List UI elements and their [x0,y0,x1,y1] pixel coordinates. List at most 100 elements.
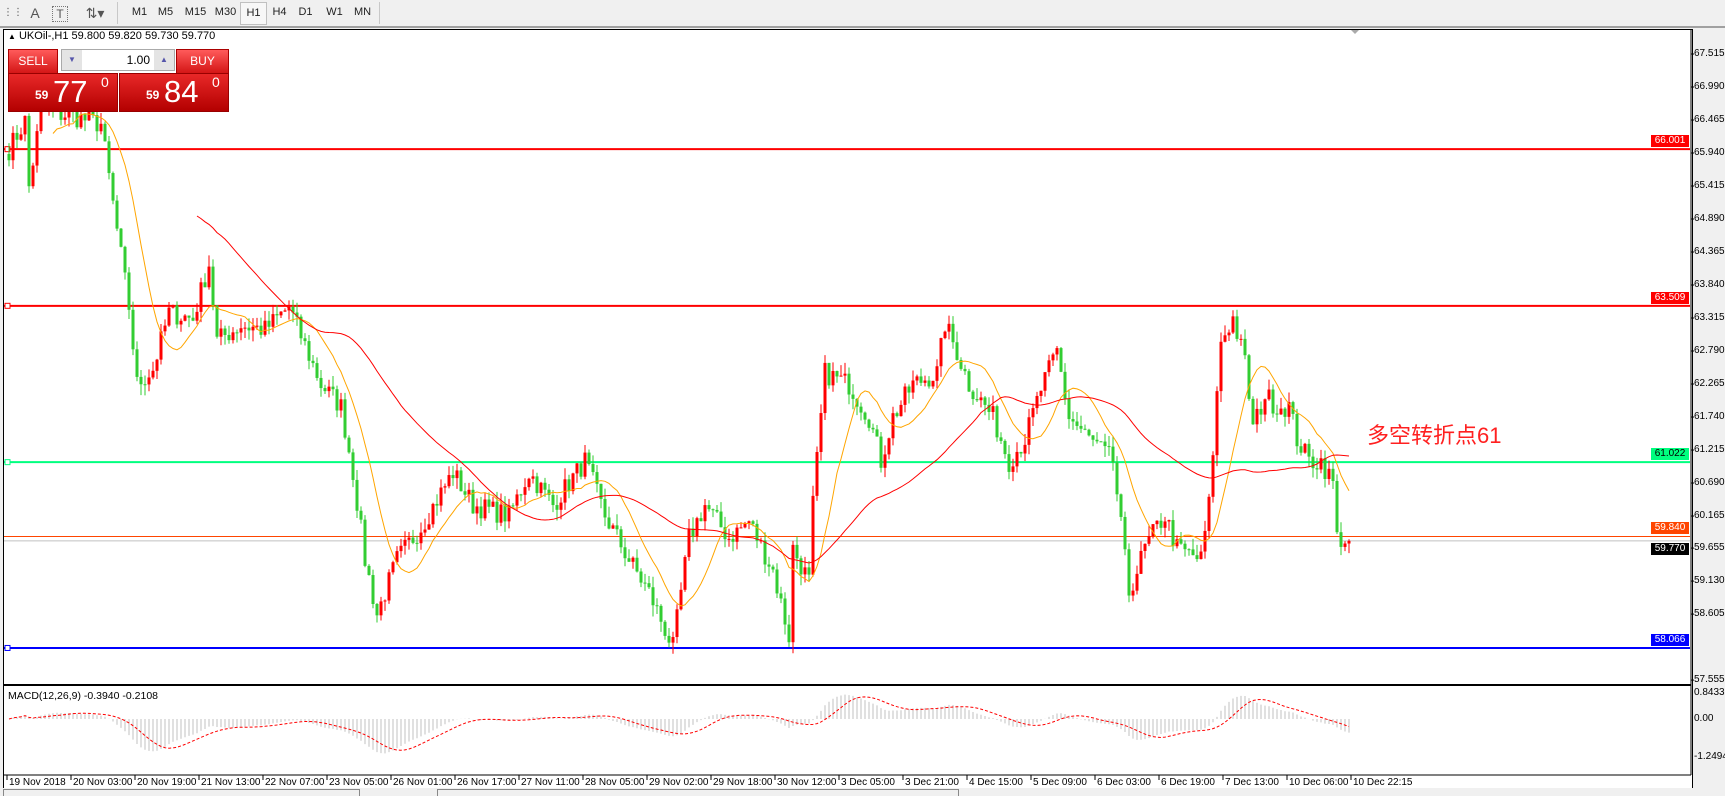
candle-body [475,506,479,514]
candle-body [711,509,715,511]
candle-body [587,452,591,465]
time-tick-label: 29 Nov 18:00 [713,777,773,788]
candle-body [175,305,179,325]
candle-body [1171,520,1175,547]
candle-body [439,487,443,506]
candle-body [647,583,651,588]
candle-body [103,123,107,142]
candle-body [1067,398,1071,420]
candle-body [1167,520,1171,522]
collapse-triangle-icon[interactable]: ▲ [8,32,16,41]
timeframe-h1[interactable]: H1 [240,2,267,25]
chart-window[interactable] [3,29,1693,790]
candle-body [467,489,471,495]
sell-price-box[interactable]: 59 77 0 [8,73,118,112]
price-tick-label: 65.415 [1694,180,1725,191]
candle-body [931,380,935,387]
candle-body [963,368,967,372]
candle-body [243,327,247,329]
candle-body [951,323,955,343]
candle-body [7,153,11,161]
candle-body [127,272,131,310]
time-tick-label: 10 Dec 22:15 [1353,777,1413,788]
timeframe-h4[interactable]: H4 [272,6,287,18]
timeframe-m15[interactable]: M15 [184,6,207,18]
candle-body [455,470,459,479]
candle-body [947,323,951,332]
candle-body [307,341,311,361]
candle-body [1255,408,1259,425]
arrows-icon[interactable]: ⇅▾ [85,5,105,21]
time-tick-label: 26 Nov 17:00 [457,777,517,788]
price-tick-label: 64.365 [1694,246,1725,257]
volume-increase-button[interactable]: ▲ [154,50,174,70]
candle-body [671,637,675,643]
volume-decrease-button[interactable]: ▼ [62,50,82,70]
candle-body [1211,455,1215,497]
sell-button[interactable]: SELL [8,49,58,74]
candle-body [119,228,123,247]
candle-body [591,464,595,473]
timeframe-m5[interactable]: M5 [157,6,174,18]
candle-body [879,436,883,468]
price-tick-label: 63.840 [1694,279,1725,290]
price-tick-label: 58.605 [1694,608,1725,620]
candle-body [987,404,991,412]
timeframe-m1[interactable]: M1 [131,6,148,18]
candle-body [259,325,263,335]
candle-body [1143,543,1147,551]
candle-body [407,537,411,540]
candle-body [991,406,995,412]
price-tick-label: 61.740 [1694,411,1725,423]
candle-body [459,470,463,492]
volume-stepper: ▼ 1.00 ▲ [61,49,175,71]
candle-body [919,376,923,383]
buy-button[interactable]: BUY [176,49,229,74]
candle-body [275,314,279,316]
candle-body [1199,551,1203,560]
candle-body [803,567,807,575]
candle-body [979,397,983,401]
chart-tab[interactable] [3,789,360,796]
candle-body [571,473,575,492]
candle-body [1091,435,1095,440]
volume-input[interactable]: 1.00 [126,53,150,67]
grid-icon[interactable]: ⋮⋮ [3,7,23,18]
toolbar: ⋮⋮ A T ⇅▾ M1 M5 M15 M30 H1 H4 D1 W1 MN [0,0,1725,28]
timeframe-mn[interactable]: MN [353,6,372,18]
candle-body [523,487,527,495]
candle-body [559,502,563,510]
text-box-icon[interactable]: T [52,6,68,22]
candle-body [775,569,779,594]
candle-body [847,373,851,395]
candle-body [367,565,371,576]
timeframe-d1[interactable]: D1 [298,6,313,18]
timeframe-w1[interactable]: W1 [326,6,343,18]
candle-body [67,110,71,118]
candle-body [687,528,691,558]
candle-body [519,494,523,496]
candle-body [1267,389,1271,400]
candle-body [599,483,603,499]
buy-price-prefix: 59 [146,88,160,102]
candle-body [391,562,395,573]
timeframe-m30[interactable]: M30 [214,6,237,18]
candle-body [1183,543,1187,550]
candle-body [971,391,975,400]
candle-body [491,501,495,507]
candle-body [891,413,895,439]
candle-body [699,518,703,522]
candle-body [247,327,251,331]
buy-price-box[interactable]: 59 84 0 [119,73,229,112]
text-a-icon[interactable]: A [30,5,40,21]
candle-body [199,282,203,312]
pivot-annotation[interactable]: 多空转折点61 [1367,423,1502,448]
time-tick-label: 20 Nov 19:00 [137,777,197,788]
candle-body [515,494,519,506]
buy-price-main: 84 [164,74,199,109]
candle-body [191,317,195,321]
candle-body [299,316,303,339]
candle-body [1107,446,1111,448]
chart-tab[interactable] [437,789,959,796]
